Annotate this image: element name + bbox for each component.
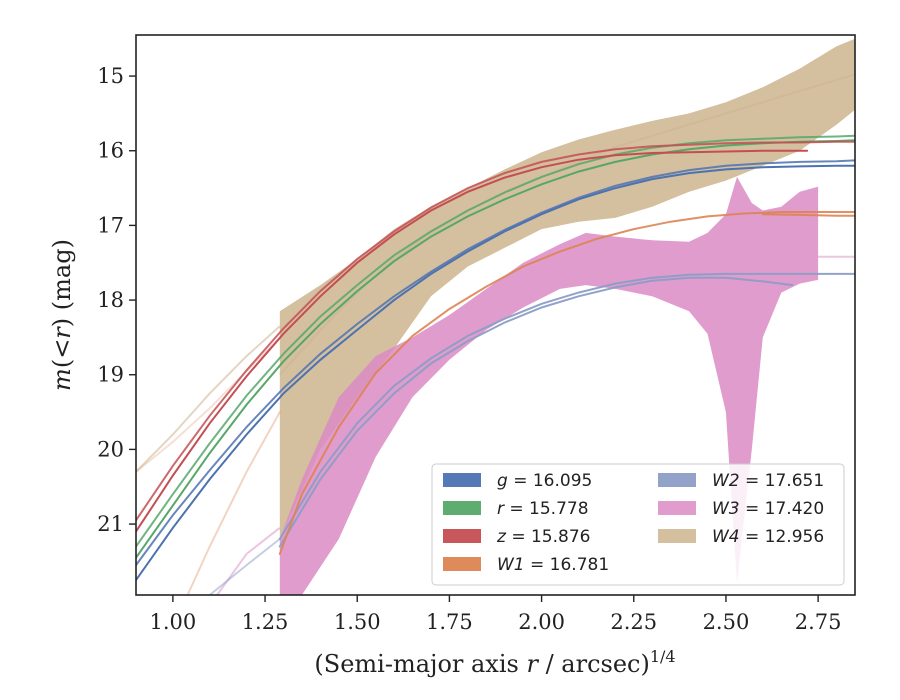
legend-label: W4 = 12.956 — [712, 527, 824, 547]
legend-swatch — [443, 529, 481, 543]
legend-band-name: W3 — [712, 499, 740, 519]
y-tick-label: 19 — [97, 363, 124, 387]
line-w1-1 — [761, 213, 855, 217]
line-r-0 — [136, 139, 855, 559]
y-tick-label: 21 — [97, 512, 124, 536]
legend-label: W2 = 17.651 — [712, 471, 824, 491]
legend-label: W3 = 17.420 — [712, 499, 824, 519]
ticks: 1.00 1.25 1.50 1.75 2.00 2.25 2.50 2.75 15 16 17 18… — [97, 64, 841, 634]
legend-band-name: r — [497, 499, 505, 519]
legend-band-name: W2 — [712, 471, 740, 491]
legend-item-w1: W1 = 16.781 — [443, 555, 609, 575]
legend-swatch — [658, 473, 696, 487]
legend-band-value: = 17.651 — [740, 471, 825, 491]
line-z-0 — [136, 149, 809, 533]
legend-swatch — [658, 529, 696, 543]
y-tick-label: 18 — [97, 288, 124, 312]
x-tick-label: 1.25 — [242, 610, 289, 634]
y-tick-label: 16 — [97, 139, 124, 163]
line-g-0 — [136, 164, 855, 582]
line-r-1 — [136, 134, 855, 548]
series-r — [136, 134, 855, 559]
legend-band-value: = 12.956 — [740, 527, 825, 547]
legend-band-name: z — [496, 527, 507, 547]
legend-item-w4: W4 = 12.956 — [658, 527, 824, 547]
y-tick-label: 15 — [97, 64, 124, 88]
y-axis-label-var2: r — [48, 326, 76, 339]
legend-band-value: = 17.420 — [740, 499, 825, 519]
line-w1-0 — [278, 211, 855, 555]
legend-item-r: r = 15.778 — [443, 499, 589, 519]
band-w3 — [279, 176, 819, 595]
y-tick-label: 17 — [97, 213, 124, 237]
legend-swatch — [443, 501, 481, 515]
x-tick-label: 2.00 — [518, 610, 565, 634]
legend-item-w3: W3 = 17.420 — [658, 499, 824, 519]
legend-item-z: z = 15.876 — [443, 527, 590, 547]
x-axis-label-post: / arcsec) — [538, 650, 650, 678]
x-tick-label: 1.75 — [426, 610, 473, 634]
line-w4-extra-0 — [136, 325, 281, 473]
legend-item-g: g = 16.095 — [443, 471, 592, 491]
series-g — [136, 159, 855, 582]
legend-swatch — [443, 557, 481, 571]
line-w2-2 — [208, 538, 281, 595]
x-axis-label-pre: (Semi-major axis — [314, 650, 526, 678]
legend-label: r = 15.778 — [497, 499, 589, 519]
x-tick-label: 2.25 — [610, 610, 657, 634]
x-tick-label: 1.00 — [149, 610, 196, 634]
x-tick-label: 2.50 — [703, 610, 750, 634]
x-tick-label: 2.75 — [795, 610, 842, 634]
legend-swatch — [443, 473, 481, 487]
legend-band-value: = 16.781 — [525, 555, 610, 575]
y-axis-label-var: m — [48, 368, 76, 391]
plot-area — [136, 38, 855, 595]
legend-label: g = 16.095 — [497, 471, 592, 491]
legend-band-value: = 16.095 — [508, 471, 593, 491]
legend-item-w2: W2 = 17.651 — [658, 471, 824, 491]
line-w2-0 — [278, 272, 855, 540]
legend-band-name: W4 — [712, 527, 740, 547]
line-g-1 — [136, 159, 855, 567]
legend-band-value: = 15.778 — [504, 499, 589, 519]
legend-band-name: g — [497, 471, 508, 491]
y-axis-label: m(<r) (mag) — [48, 239, 76, 391]
band-w4 — [279, 38, 855, 539]
series-w2 — [208, 272, 855, 595]
line-w1-2 — [186, 411, 281, 595]
plot-frame — [135, 34, 856, 596]
y-axis-label-post: ) (mag) — [48, 239, 76, 327]
series-z — [136, 140, 855, 533]
line-z-1 — [136, 140, 855, 522]
y-tick-label: 20 — [97, 437, 124, 461]
x-axis-label: (Semi-major axis r / arcsec)1/4 — [314, 647, 675, 678]
legend-frame — [431, 463, 845, 586]
line-w2-1 — [278, 276, 794, 548]
x-axis-label-exponent: 1/4 — [650, 647, 676, 666]
legend-band-value: = 15.876 — [506, 527, 591, 547]
x-axis-label-var: r — [526, 650, 539, 678]
legend-label: W1 = 16.781 — [497, 555, 609, 575]
legend-band-name: W1 — [497, 555, 525, 575]
line-w1-3 — [136, 336, 281, 473]
x-tick-label: 1.50 — [334, 610, 381, 634]
series-w1 — [136, 211, 855, 595]
y-axis-label-mid: (< — [48, 339, 76, 368]
legend-swatch — [658, 501, 696, 515]
legend-label: z = 15.876 — [496, 527, 590, 547]
